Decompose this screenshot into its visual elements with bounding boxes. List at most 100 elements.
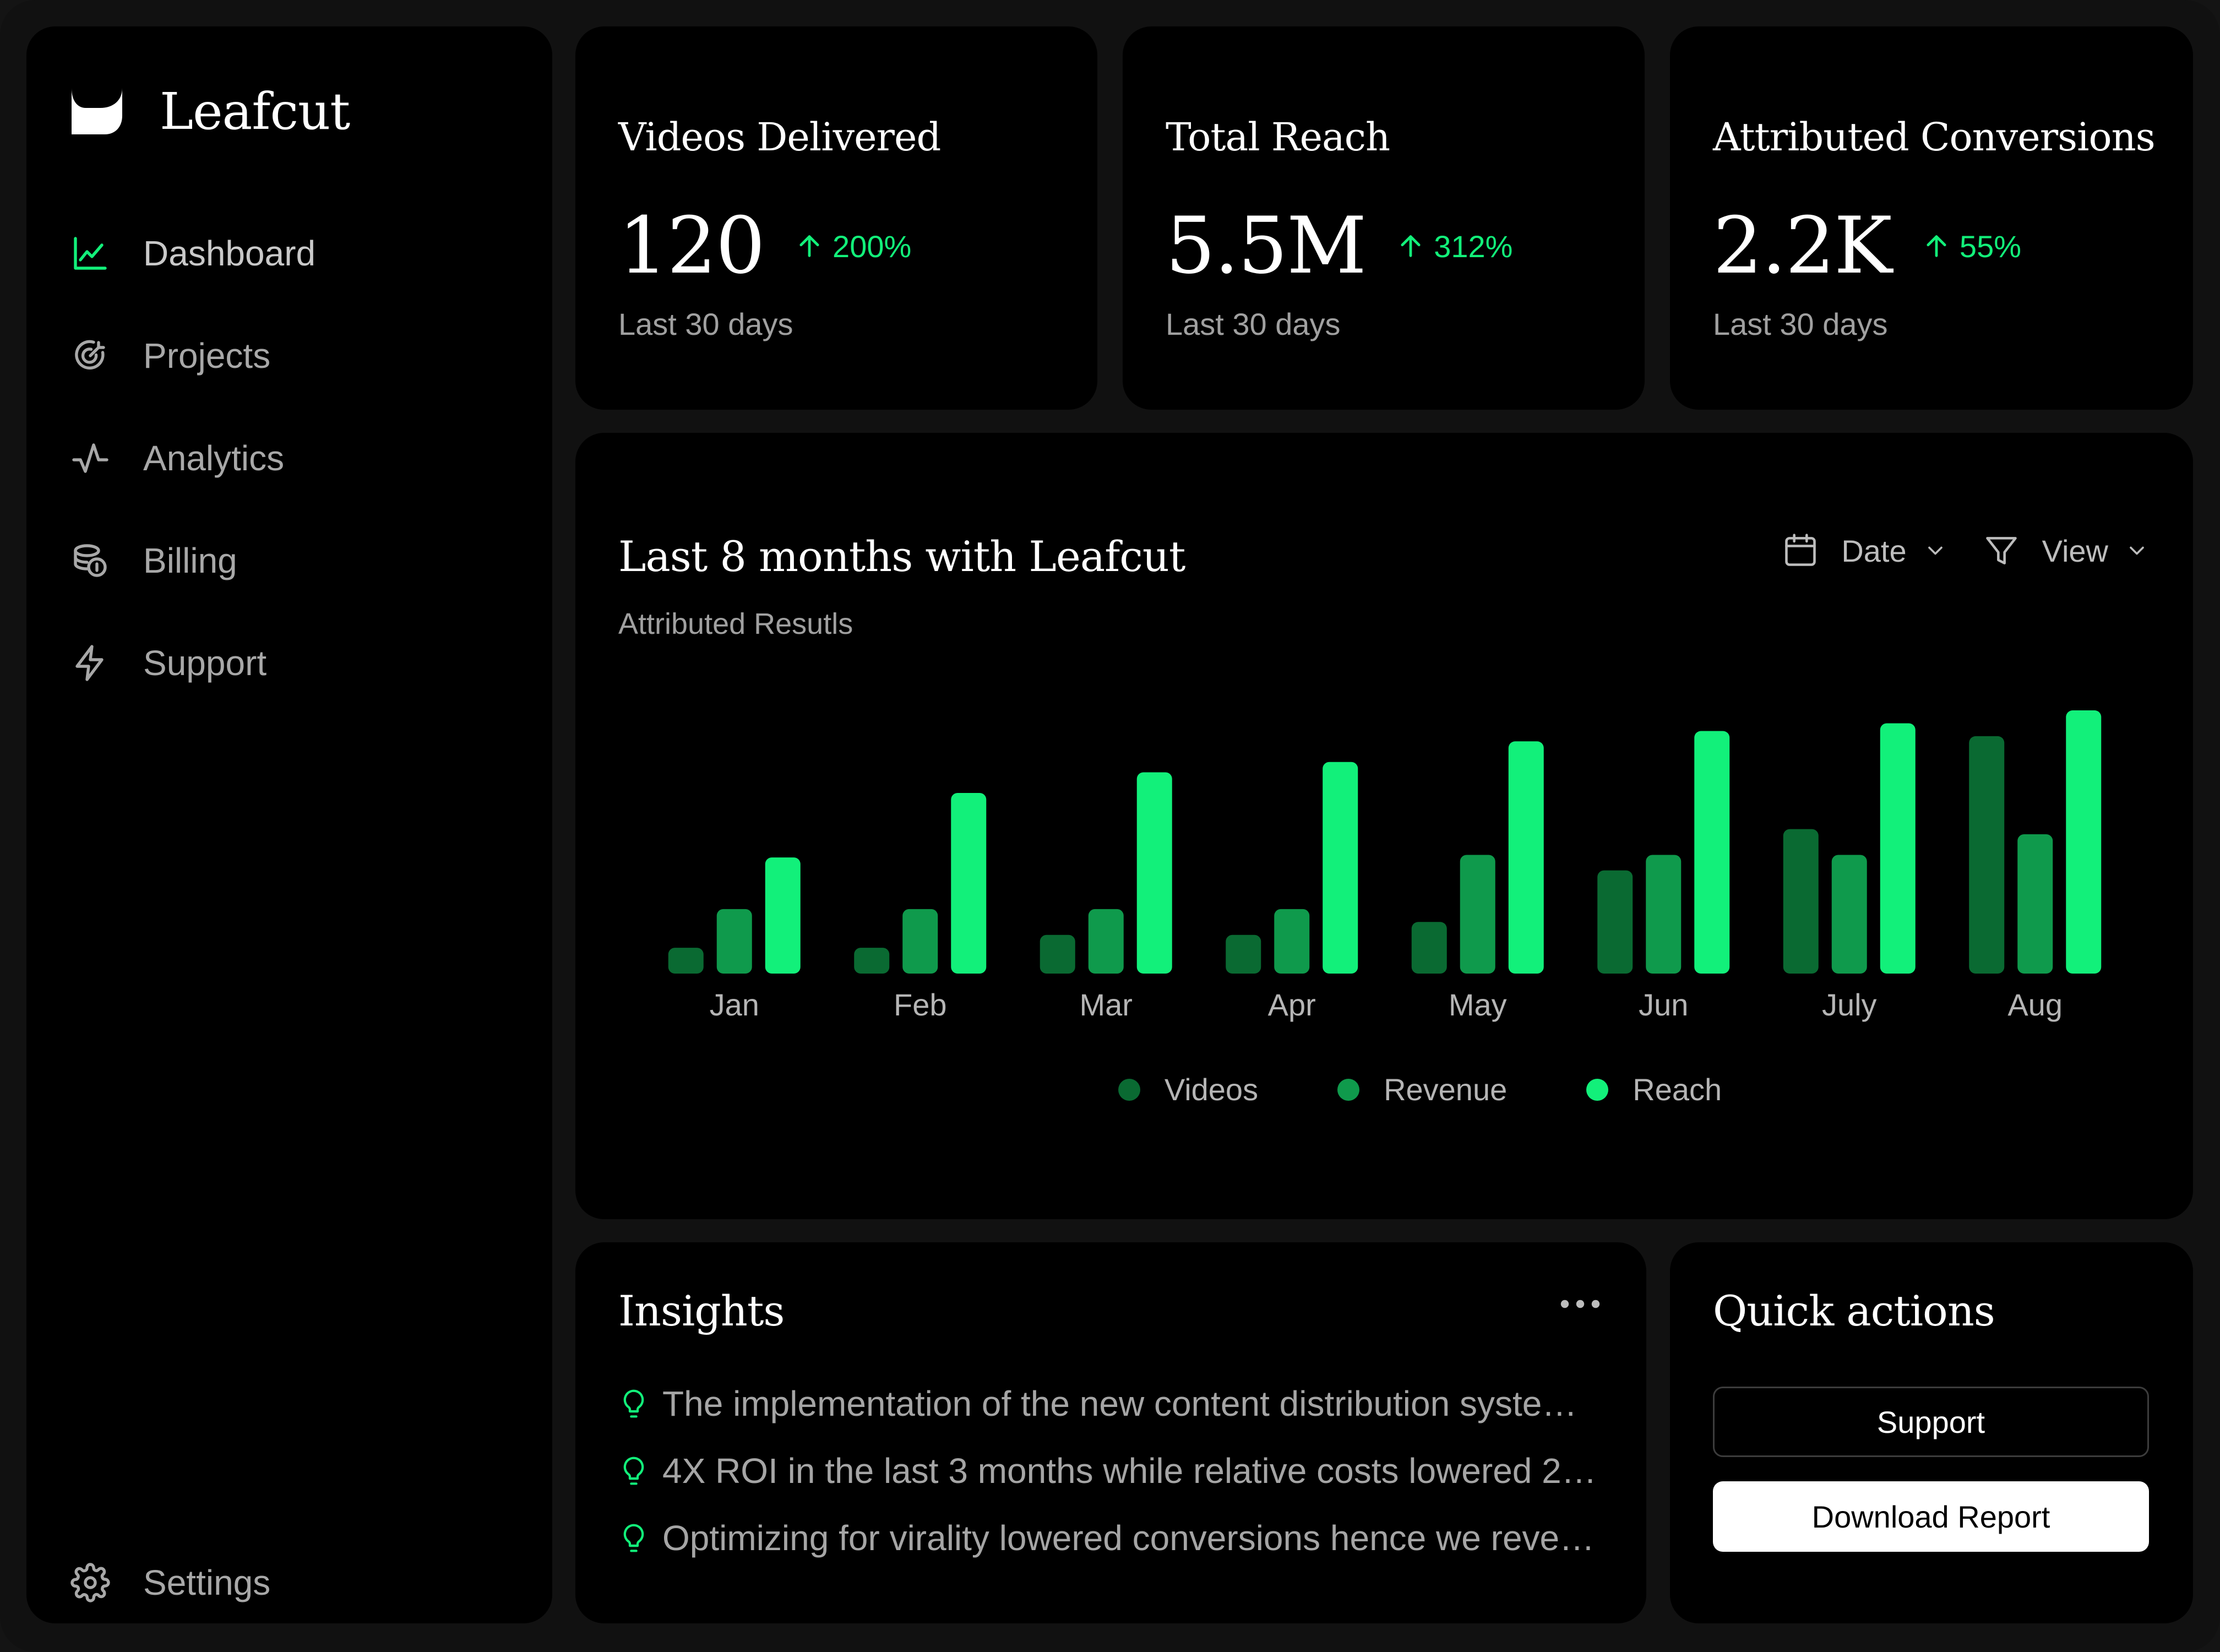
view-filter-dropdown[interactable]: View [1983,532,2149,569]
stat-period: Last 30 days [1166,307,1341,341]
bar-reach-july[interactable] [1880,723,1916,974]
view-filter-label: View [2042,533,2108,568]
legend-item-reach[interactable]: Reach [1586,1072,1722,1107]
bar-videos-jan[interactable] [668,948,704,974]
bar-reach-jan[interactable] [765,857,801,974]
insights-list: The implementation of the new content di… [618,1370,1609,1572]
coins-icon [74,544,107,577]
x-tick-label: Feb [894,987,947,1022]
sidebar-item-settings[interactable]: Settings [70,1550,270,1616]
bar-videos-feb[interactable] [854,948,890,974]
sidebar-item-projects[interactable]: Projects [70,323,315,389]
stat-card-videos-delivered: Videos Delivered 120 200% Last 30 days [575,26,1097,410]
bar-videos-jun[interactable] [1597,870,1633,974]
sidebar-item-label: Analytics [143,438,285,478]
bar-revenue-apr[interactable] [1274,909,1310,974]
x-tick-label: May [1449,987,1507,1022]
stat-value-row: 5.5M 312% [1166,207,1512,285]
bar-chart: Jan Feb Mar Apr May Jun July Aug [668,710,2102,1022]
x-tick-label: Jan [710,987,759,1022]
insight-text: 4X ROI in the last 3 months while relati… [662,1451,1598,1491]
bar-reach-may[interactable] [1508,741,1544,974]
bar-reach-aug[interactable] [2066,710,2102,974]
bar-reach-feb[interactable] [951,793,987,974]
bar-revenue-mar[interactable] [1088,909,1124,974]
stat-value-row: 2.2K 55% [1713,207,2021,285]
insight-item[interactable]: Optimizing for virality lowered conversi… [618,1504,1609,1572]
sidebar-item-dashboard[interactable]: Dashboard [70,220,315,286]
legend-item-revenue[interactable]: Revenue [1337,1072,1507,1107]
chevron-down-icon [1928,546,1943,555]
insights-panel: Insights The implementation of the new c… [575,1242,1646,1623]
leafcut-logo-icon [72,88,122,134]
sidebar-item-label: Dashboard [143,233,316,273]
insights-title: Insights [618,1286,785,1335]
stat-delta-value: 200% [833,229,912,264]
stat-delta-value: 312% [1434,229,1513,264]
bar-videos-mar[interactable] [1040,934,1075,974]
chevron-down-icon [2130,546,2144,555]
lightbulb-icon [623,1524,644,1552]
stat-delta: 200% [795,229,911,264]
download-report-button[interactable]: Download Report [1713,1481,2149,1552]
date-filter-label: Date [1841,533,1907,568]
sidebar-item-analytics[interactable]: Analytics [70,425,315,491]
bar-reach-jun[interactable] [1694,731,1730,974]
chart-controls: Date View [1746,532,2149,569]
more-options-icon[interactable] [1558,1293,1602,1315]
x-tick-label: Apr [1268,987,1316,1022]
settings-label: Settings [143,1563,271,1602]
chart-subtitle: Attributed Resutls [618,607,853,640]
sidebar: Leafcut Dashboard Projects Analytics [26,26,552,1623]
support-button[interactable]: Support [1713,1387,2149,1457]
sidebar-item-billing[interactable]: Billing [70,528,315,594]
chart-panel: Jan Feb Mar Apr May Jun July Aug Last 8 months … [575,433,2193,1219]
bar-revenue-aug[interactable] [2017,834,2053,974]
brand[interactable]: Leafcut [69,78,350,144]
insight-item[interactable]: 4X ROI in the last 3 months while relati… [618,1437,1609,1504]
stat-value-row: 120 200% [618,207,911,285]
insight-text: Optimizing for virality lowered conversi… [662,1518,1598,1558]
lightbulb-icon [623,1457,644,1485]
x-tick-label: Jun [1639,987,1688,1022]
legend-label: Reach [1633,1072,1722,1107]
bar-revenue-jan[interactable] [716,909,752,974]
stat-title: Videos Delivered [618,115,941,160]
target-icon [75,340,105,369]
stat-title: Total Reach [1166,115,1390,160]
bar-videos-aug[interactable] [1969,736,2005,974]
bar-reach-mar[interactable] [1136,772,1172,974]
stat-title: Attributed Conversions [1713,115,2156,160]
bar-videos-apr[interactable] [1226,934,1261,974]
bar-revenue-may[interactable] [1460,855,1495,974]
sidebar-item-label: Billing [143,541,237,580]
stat-card-total-reach: Total Reach 5.5M 312% Last 30 days [1123,26,1645,410]
x-tick-label: Aug [2007,987,2063,1022]
bar-revenue-july[interactable] [1831,855,1867,974]
chart-title: Last 8 months with Leafcut [618,532,1185,581]
arrow-up-icon [1401,235,1421,257]
x-tick-label: Mar [1080,987,1133,1022]
legend-label: Videos [1164,1072,1259,1107]
bar-revenue-feb[interactable] [902,909,938,974]
lightning-icon [75,645,104,681]
bar-videos-may[interactable] [1411,922,1447,974]
stat-value: 2.2K [1713,200,1892,291]
stat-delta-value: 55% [1959,229,2022,264]
stat-delta: 312% [1396,229,1512,264]
arrow-up-icon [799,235,819,257]
bar-reach-apr[interactable] [1323,762,1358,974]
arrow-up-icon [1927,235,1946,257]
sidebar-item-support[interactable]: Support [70,630,315,696]
legend-item-videos[interactable]: Videos [1118,1072,1258,1107]
chart-legend: Videos Revenue Reach [575,1072,2193,1107]
date-filter-dropdown[interactable]: Date [1782,532,1947,569]
stat-value: 120 [618,200,765,291]
bar-videos-july[interactable] [1783,829,1819,974]
legend-dot [1118,1078,1140,1101]
bar-revenue-jun[interactable] [1646,855,1682,974]
insight-item[interactable]: The implementation of the new content di… [618,1370,1609,1437]
insight-text: The implementation of the new content di… [662,1384,1598,1423]
filter-icon [1985,537,2017,564]
